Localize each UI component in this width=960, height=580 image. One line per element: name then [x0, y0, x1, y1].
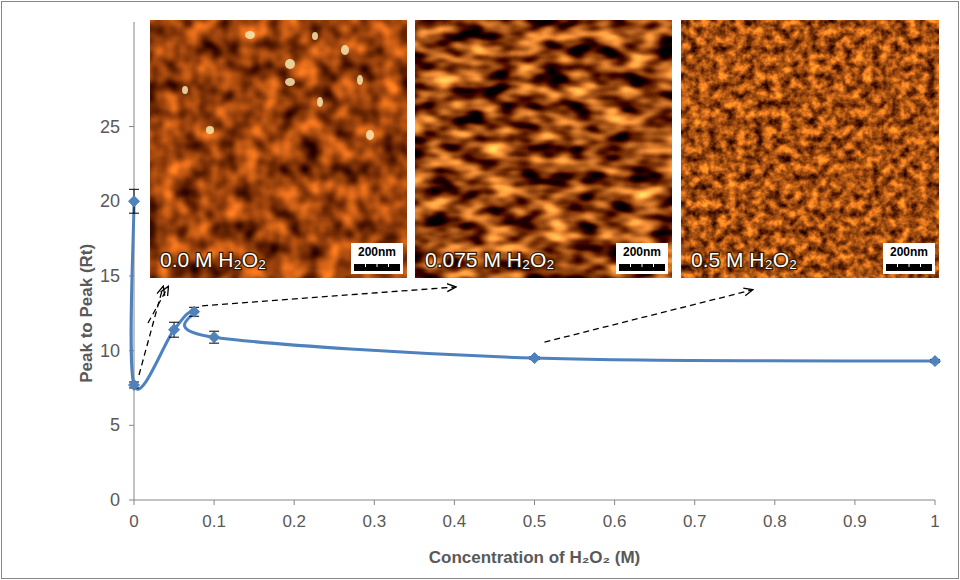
inset-label: 0.0 M H₂O₂ [160, 248, 266, 271]
scale-bar-tick [897, 261, 898, 267]
afm-texture [681, 20, 939, 278]
afm-texture [415, 20, 672, 278]
x-tick-label: 0.1 [202, 512, 226, 531]
annotation-arrow [148, 287, 168, 323]
afm-ground [150, 20, 407, 278]
afm-spot [312, 32, 318, 40]
afm-texture [150, 20, 407, 278]
y-tick-label: 0 [110, 490, 120, 510]
x-tick-label: 0.3 [362, 512, 386, 531]
scale-bar-tick [377, 261, 378, 267]
y-tick-label: 15 [100, 266, 120, 286]
x-axis-title: Concentration of H₂O₂ (M) [429, 548, 641, 567]
afm-image [415, 20, 672, 278]
afm-spot [285, 78, 295, 86]
scale-bar-tick [909, 261, 910, 267]
afm-spot [285, 59, 295, 69]
x-tick [294, 500, 295, 505]
x-tick [374, 500, 375, 505]
x-tick-label: 0 [129, 512, 138, 531]
scale-bar-box [351, 243, 403, 274]
scale-bar-box [883, 243, 935, 274]
x-tick-label: 0.2 [282, 512, 306, 531]
data-point [930, 356, 941, 367]
chart: 0 5 10 15 20 25 0 0.1 0.2 0.3 0.4 0.5 0.6 0.7 0.8 0.9 1 C… [0, 0, 960, 580]
x-tick [134, 500, 135, 505]
inset-label: 0.5 M H₂O₂ [691, 248, 797, 271]
afm-ground [681, 20, 939, 278]
x-tick [694, 500, 695, 505]
x-tick [534, 500, 535, 505]
y-tick-label: 20 [100, 191, 120, 211]
data-point [129, 379, 140, 390]
y-tick-label: 10 [100, 341, 120, 361]
scale-bar-tick [388, 261, 389, 267]
data-point [189, 306, 200, 317]
annotation-arrow [139, 287, 163, 375]
y-tick-label: 5 [110, 415, 120, 435]
afm-ground [415, 20, 672, 278]
y-tick-label: 25 [100, 117, 120, 137]
scale-bar-box [616, 243, 668, 274]
afm-spot [366, 130, 374, 140]
afm-spot [245, 31, 255, 39]
error-bar [209, 331, 219, 343]
scale-bar-tick [920, 261, 921, 267]
x-tick [214, 500, 215, 505]
x-tick-label: 0.4 [443, 512, 467, 531]
error-bar [129, 189, 139, 213]
afm-image [150, 20, 407, 278]
afm-spot [341, 45, 349, 55]
scale-bar-tick [642, 261, 643, 267]
scale-bar-label: 200nm [890, 245, 928, 259]
error-bar [169, 322, 179, 337]
afm-spot [182, 86, 188, 94]
x-tick-label: 1 [930, 512, 939, 531]
y-tick [129, 500, 134, 501]
y-tick [129, 425, 134, 426]
x-tick-label: 0.5 [523, 512, 547, 531]
x-tick [935, 500, 936, 505]
scale-bar-tick [653, 261, 654, 267]
annotation-arrow [202, 287, 455, 306]
data-point [169, 324, 180, 335]
afm-spot [357, 75, 363, 85]
x-tick [774, 500, 775, 505]
inset-label: 0.075 M H₂O₂ [425, 248, 555, 271]
x-tick-label: 0.7 [683, 512, 707, 531]
x-tick-label: 0.6 [603, 512, 627, 531]
afm-spot [206, 126, 214, 134]
scale-bar-label: 200nm [623, 245, 661, 259]
chart-frame [2, 2, 959, 579]
scale-bar-tick [365, 261, 366, 267]
afm-spot [317, 97, 323, 107]
afm-image [681, 20, 939, 278]
x-tick [614, 500, 615, 505]
x-tick [454, 500, 455, 505]
x-tick-label: 0.9 [843, 512, 867, 531]
data-point [529, 353, 540, 364]
annotation-arrow [545, 290, 753, 342]
x-tick [854, 500, 855, 505]
y-tick [129, 126, 134, 127]
x-tick-label: 0.8 [763, 512, 787, 531]
data-point [129, 196, 140, 207]
scale-bar-tick [630, 261, 631, 267]
scale-bar-label: 200nm [358, 245, 396, 259]
data-point [209, 332, 220, 343]
y-axis-title: Peak to Peak (Rt) [77, 244, 96, 383]
